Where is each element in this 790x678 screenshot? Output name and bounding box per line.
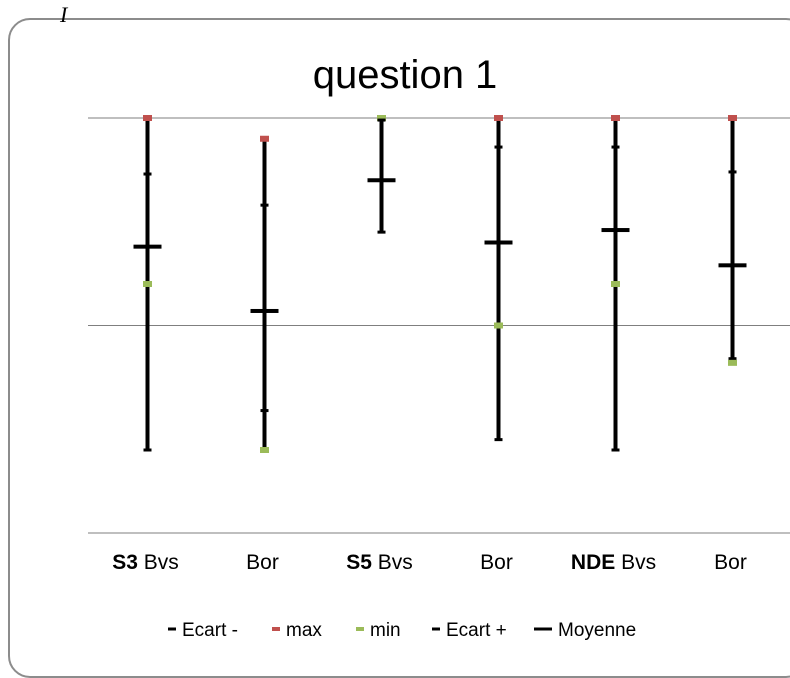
category-label: NDE Bvs bbox=[571, 551, 656, 574]
legend-swatch bbox=[272, 627, 280, 631]
category-label-rest: Bvs bbox=[372, 551, 413, 574]
tick-min bbox=[260, 447, 269, 453]
category-labels: S3 Bvs Bor S5 Bvs Bor NDE Bvs Bor bbox=[112, 551, 747, 574]
legend-swatch bbox=[534, 627, 552, 631]
tick-max bbox=[260, 135, 269, 142]
category-label-bold: S3 bbox=[112, 551, 138, 574]
tick-moyenne bbox=[133, 244, 162, 249]
tick-ecart bbox=[728, 170, 737, 174]
chart-title: question 1 bbox=[313, 53, 498, 97]
tick-max bbox=[494, 115, 503, 121]
corner-mark: I bbox=[60, 2, 68, 27]
category-label-rest: Bvs bbox=[615, 551, 656, 574]
tick-min bbox=[611, 281, 620, 287]
hi-lo-lines bbox=[145, 118, 735, 450]
legend-swatch bbox=[432, 627, 440, 631]
category-label-rest: Bor bbox=[714, 551, 747, 574]
tick-max bbox=[611, 115, 620, 121]
category-label: Bor bbox=[246, 551, 279, 574]
legend-label: Moyenne bbox=[558, 620, 636, 641]
category-label-bold: NDE bbox=[571, 551, 615, 574]
gridlines bbox=[88, 117, 790, 534]
tick-ecart bbox=[143, 448, 152, 452]
category-label-rest: Bvs bbox=[138, 551, 179, 574]
category-label: S3 Bvs bbox=[112, 551, 179, 574]
tick-moyenne bbox=[601, 228, 630, 233]
category-label-rest: Bor bbox=[480, 551, 513, 574]
legend-label: max bbox=[286, 620, 322, 641]
tick-ecart bbox=[377, 230, 386, 234]
tick-min bbox=[143, 281, 152, 287]
legend-label: Ecart + bbox=[446, 620, 507, 641]
legend-swatch bbox=[168, 627, 176, 631]
tick-ecart bbox=[260, 203, 269, 207]
tick-min bbox=[728, 359, 737, 366]
tick-moyenne bbox=[484, 240, 513, 245]
category-label-bold: S5 bbox=[346, 551, 372, 574]
tick-ecart bbox=[494, 145, 503, 149]
tick-ecart bbox=[377, 118, 386, 122]
tick-ecart bbox=[143, 172, 152, 176]
tick-moyenne bbox=[718, 263, 747, 268]
tick-ecart bbox=[728, 357, 737, 361]
tick-ecart bbox=[611, 448, 620, 452]
category-label: Bor bbox=[714, 551, 747, 574]
legend-label: min bbox=[370, 620, 401, 641]
category-label: S5 Bvs bbox=[346, 551, 413, 574]
tick-max bbox=[728, 115, 737, 121]
category-label-rest: Bor bbox=[246, 551, 279, 574]
tick-min bbox=[494, 322, 503, 329]
tick-min bbox=[377, 115, 386, 121]
tick-ecart bbox=[260, 409, 269, 413]
tick-ecart bbox=[611, 145, 620, 149]
legend: Ecart - max min Ecart + Moyenne bbox=[168, 620, 636, 641]
category-label: Bor bbox=[480, 551, 513, 574]
tick-moyenne bbox=[367, 178, 396, 183]
legend-label: Ecart - bbox=[182, 620, 238, 641]
tick-ecart bbox=[494, 438, 503, 442]
legend-swatch bbox=[356, 627, 364, 631]
tick-moyenne bbox=[250, 308, 279, 313]
tick-marks bbox=[133, 115, 747, 453]
stock-chart: question 1 S3 Bvs Bor S5 Bvs Bor NDE Bvs Bor … bbox=[88, 53, 790, 641]
tick-max bbox=[143, 115, 152, 121]
